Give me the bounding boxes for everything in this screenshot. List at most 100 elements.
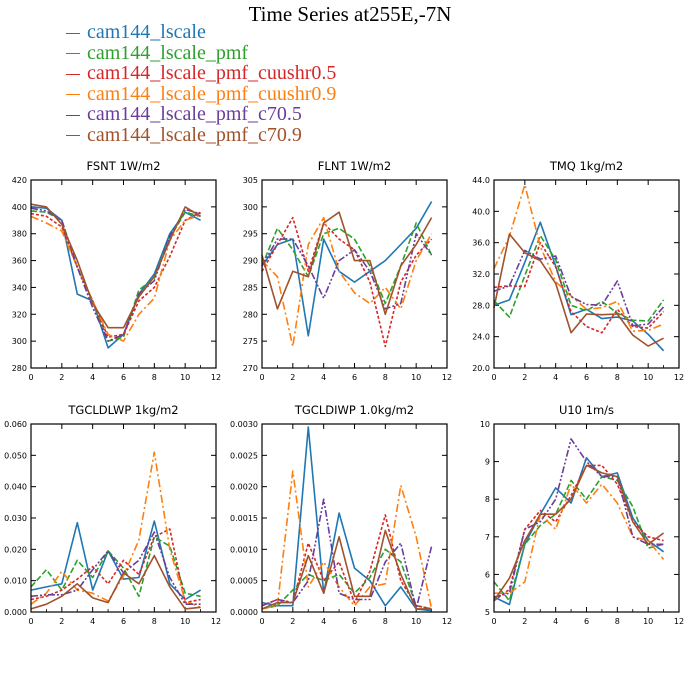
series-line <box>30 203 202 329</box>
y-tick-label: 44.0 <box>472 176 490 185</box>
x-tick-label: 2 <box>59 617 64 626</box>
x-tick-label: 8 <box>615 617 620 626</box>
x-tick-label: 0 <box>491 617 496 626</box>
series-line <box>261 548 432 610</box>
legend-swatch <box>66 94 80 96</box>
series-line <box>261 222 433 305</box>
series-line <box>493 234 665 322</box>
x-tick-label: 0 <box>491 373 496 382</box>
y-tick-label: 8 <box>485 495 490 504</box>
legend: cam144_lscale cam144_lscale_pmf cam144_l… <box>66 22 336 145</box>
x-tick-label: 4 <box>553 373 558 382</box>
x-tick-label: 6 <box>584 617 589 626</box>
series-line <box>261 216 433 348</box>
x-tick-label: 4 <box>553 617 558 626</box>
series-line <box>261 216 433 348</box>
legend-label: cam144_lscale <box>87 21 206 43</box>
series-line <box>30 451 201 609</box>
x-tick-label: 10 <box>180 617 190 626</box>
y-tick-label: 0.000 <box>4 608 27 617</box>
series-line <box>493 249 665 327</box>
y-tick-label: 0.0025 <box>230 451 258 460</box>
x-tick-label: 0 <box>28 373 33 382</box>
panel-title: TMQ 1kg/m2 <box>549 159 623 173</box>
series-line <box>261 470 433 610</box>
legend-item: cam144_lscale_pmf <box>66 41 336 64</box>
x-tick-label: 10 <box>643 617 653 626</box>
x-tick-label: 12 <box>674 373 684 382</box>
panel-title: FLNT 1W/m2 <box>318 159 391 173</box>
y-tick-label: 0.0010 <box>230 545 258 554</box>
legend-item: cam144_lscale_pmf_cuushr0.5 <box>66 63 336 84</box>
x-tick-label: 6 <box>121 617 126 626</box>
y-tick-label: 300 <box>12 337 27 346</box>
y-tick-label: 9 <box>485 458 490 467</box>
x-tick-label: 2 <box>522 373 527 382</box>
x-tick-label: 12 <box>674 617 684 626</box>
legend-label: cam144_lscale_pmf_cuushr0.9 <box>87 82 337 105</box>
x-tick-label: 8 <box>383 373 388 382</box>
panel-title: U10 1m/s <box>559 403 614 417</box>
x-tick-label: 8 <box>152 617 157 626</box>
x-tick-label: 10 <box>411 373 421 382</box>
x-tick-label: 8 <box>152 373 157 382</box>
x-tick-label: 10 <box>180 373 190 382</box>
series-line <box>493 221 665 352</box>
x-tick-label: 6 <box>352 373 357 382</box>
x-tick-label: 4 <box>90 617 95 626</box>
y-tick-label: 0.050 <box>4 451 27 460</box>
x-tick-label: 12 <box>211 373 221 382</box>
plot-frame <box>30 179 217 369</box>
y-tick-label: 28.0 <box>472 301 490 310</box>
x-tick-label: 6 <box>584 373 589 382</box>
y-tick-label: 0.010 <box>4 577 27 586</box>
x-tick-label: 2 <box>59 373 64 382</box>
series-line <box>30 207 201 342</box>
y-tick-label: 340 <box>12 283 27 292</box>
legend-item: cam144_lscale_pmf_c70.5 <box>66 104 336 125</box>
y-tick-label: 275 <box>243 337 258 346</box>
legend-swatch <box>66 53 80 55</box>
series-line <box>493 464 665 602</box>
series-line <box>30 554 201 610</box>
y-tick-label: 0.0020 <box>230 483 258 492</box>
series-line <box>261 211 433 316</box>
y-tick-label: 420 <box>12 176 27 185</box>
plot-frame <box>261 179 448 369</box>
series-line <box>493 475 664 602</box>
series-line <box>493 464 664 602</box>
plot-frame <box>493 179 680 369</box>
x-tick-label: 12 <box>442 617 452 626</box>
plot-frame <box>261 423 448 613</box>
legend-swatch <box>66 114 80 116</box>
series-line <box>493 183 664 333</box>
y-tick-label: 290 <box>243 257 258 266</box>
series-line <box>30 211 201 338</box>
y-tick-label: 320 <box>12 310 27 319</box>
legend-item: cam144_lscale_pmf_cuushr0.9 <box>66 82 337 105</box>
legend-swatch <box>66 135 80 137</box>
x-tick-label: 2 <box>290 617 295 626</box>
series-line <box>261 529 432 610</box>
y-tick-label: 7 <box>485 533 490 542</box>
y-tick-label: 380 <box>12 230 27 239</box>
legend-item: cam144_lscale <box>66 22 336 43</box>
y-tick-label: 400 <box>12 203 27 212</box>
series-line <box>261 514 432 610</box>
y-tick-label: 20.0 <box>472 364 490 373</box>
y-tick-label: 10 <box>480 420 490 429</box>
series-line <box>493 438 664 598</box>
y-tick-label: 360 <box>12 257 27 266</box>
series-line <box>493 233 664 347</box>
legend-swatch <box>66 32 80 34</box>
legend-label: cam144_lscale_pmf_cuushr0.5 <box>87 62 337 84</box>
series-line <box>261 201 433 337</box>
y-tick-label: 24.0 <box>472 333 490 342</box>
plot-frame <box>493 423 680 613</box>
y-tick-label: 305 <box>243 176 258 185</box>
plot-frame <box>30 423 217 613</box>
legend-label: cam144_lscale_pmf <box>87 41 249 64</box>
y-tick-label: 0.020 <box>4 545 27 554</box>
y-tick-label: 6 <box>485 570 490 579</box>
y-tick-label: 0.060 <box>4 420 27 429</box>
